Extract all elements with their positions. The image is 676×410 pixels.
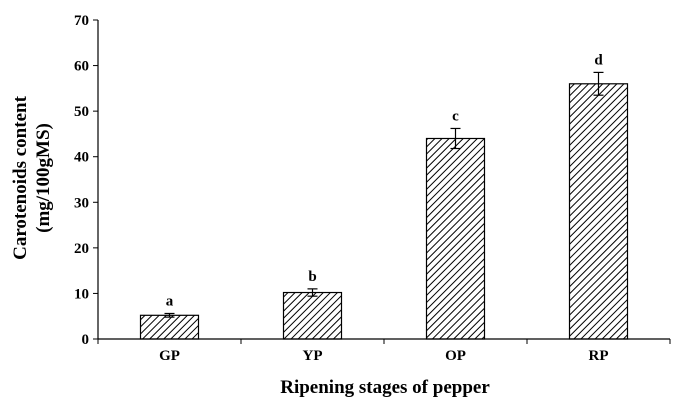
- y-axis-title-line1: Carotenoids content: [10, 95, 31, 259]
- significance-label: a: [166, 293, 174, 309]
- y-tick-label: 0: [82, 332, 90, 348]
- y-tick-label: 50: [74, 104, 89, 120]
- significance-label: c: [452, 108, 459, 124]
- significance-label: d: [594, 52, 603, 68]
- y-tick-label: 60: [74, 59, 89, 75]
- y-axis-title-line2: (mg/100gMS): [33, 123, 54, 233]
- y-tick-label: 20: [74, 241, 89, 257]
- significance-label: b: [308, 269, 316, 285]
- x-category-label: RP: [589, 348, 609, 364]
- x-category-label: GP: [159, 348, 180, 364]
- x-axis: GP YP OP RP: [97, 338, 671, 364]
- x-category-label: YP: [303, 348, 323, 364]
- y-axis: 0 10 20 30 40 50 60 70: [74, 13, 99, 348]
- y-tick-label: 10: [74, 286, 89, 302]
- y-tick-label: 40: [74, 150, 89, 166]
- y-axis-title: Carotenoids content (mg/100gMS): [10, 95, 54, 259]
- x-axis-title: Ripening stages of pepper: [280, 377, 490, 398]
- bar-op: [425, 137, 486, 340]
- y-tick-label: 70: [74, 13, 89, 29]
- bar-gp: [139, 314, 200, 340]
- bar-rp: [568, 83, 629, 340]
- bars-group: a b c d: [139, 52, 629, 340]
- y-tick-label: 30: [74, 195, 89, 211]
- x-category-label: OP: [445, 348, 466, 364]
- bar-yp: [282, 291, 343, 340]
